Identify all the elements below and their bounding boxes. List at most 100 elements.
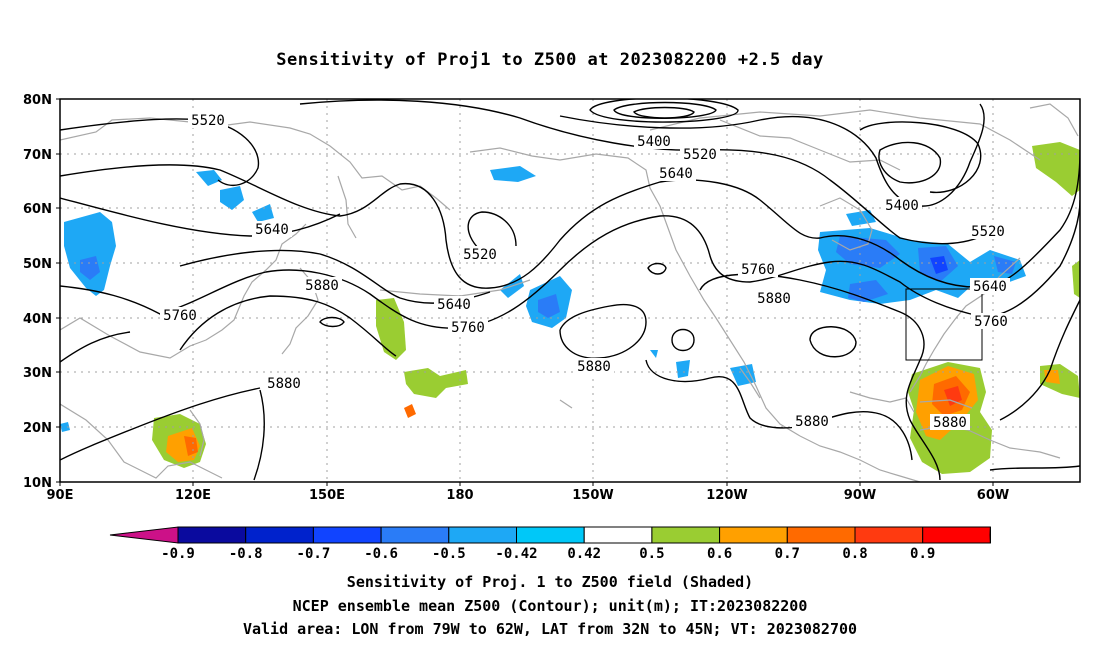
contour-label: 5640 [434,296,474,313]
contour-5400-inner [613,101,717,119]
lon-label: 90W [844,488,876,503]
lon-label: 120E [175,488,211,503]
caption-line-3: Valid area: LON from 79W to 62W, LAT fro… [242,620,858,638]
lon-label: 60W [977,488,1009,503]
shade-na-lake [846,210,876,226]
contour-5760-b [60,331,131,363]
coast-kamchatka [337,175,357,239]
plot-frame [59,98,1081,483]
contour-5880-k [999,299,1080,421]
colorbar-label: 0.7 [775,546,800,562]
lon-label: 150W [572,488,613,503]
colorbar-segment [922,526,991,544]
colorbar-label: -0.8 [229,546,263,562]
lon-label: 150E [309,488,345,503]
svg-text:5880: 5880 [933,415,967,431]
colorbar [109,526,991,544]
colorbar-label: 0.42 [567,546,601,562]
colorbar-label: -0.5 [432,546,466,562]
coast-asia-south [60,403,223,479]
contour-5880-a [179,295,397,357]
svg-text:5640: 5640 [437,297,471,313]
contour-5400-main [559,103,985,207]
colorbar-segment [651,526,721,544]
contour-label: 5880 [754,290,794,307]
contour-5880-g [671,328,695,352]
colorbar-segment [380,526,450,544]
coast-baja [739,367,761,399]
contour-label: 5640 [656,165,696,182]
shade-siberia [490,166,536,182]
contour-label: 5520 [680,146,720,163]
contour-label: 5760 [160,307,200,324]
colorbar-segment [786,526,856,544]
colorbar-label: 0.5 [639,546,664,562]
shade-korea [252,204,274,222]
contour-label: 5760 [448,319,488,336]
contour-label: 5520 [188,112,228,129]
svg-text:5640: 5640 [255,222,289,238]
contour-label: 5520 [968,223,1008,240]
shade-pacific-mid-core [538,294,560,318]
svg-text:5880: 5880 [267,376,301,392]
shade-pacific-green [376,298,406,360]
colorbar-segment [516,526,585,544]
colorbar-label: 0.6 [707,546,732,562]
shade-mongolia [220,186,244,210]
lat-label: 20N [23,421,52,436]
coast-na-north [649,109,1041,161]
svg-text:5880: 5880 [577,359,611,375]
svg-text:5880: 5880 [795,414,829,430]
contour-5880-b [60,387,261,461]
contour-label: 5760 [971,313,1011,330]
contour-5880-h [809,326,857,358]
contour-5400-core [632,106,695,119]
contour-5520-pacific [467,211,517,251]
colorbar-label: 0.8 [842,546,867,562]
contour-label: 5640 [970,278,1010,295]
axis-ticks [56,98,994,486]
colorbar-segment [245,526,314,544]
colorbar-label: -0.42 [495,546,537,562]
contour-5640-b [60,197,341,237]
lat-label: 30N [23,366,52,381]
lat-label: 60N [23,202,52,217]
contour-label: 5400 [634,133,674,150]
shade-pacific-green-2 [404,368,468,398]
shade-india [64,212,116,296]
shade-india-spot [60,422,70,432]
svg-text:5520: 5520 [463,247,497,263]
svg-text:5520: 5520 [971,224,1005,240]
contour-label: 5400 [882,197,922,214]
colorbar-segment [719,526,788,544]
contour-5880-e [319,316,345,328]
coast-cuba [919,399,973,409]
shade-greenland-green [1032,142,1080,196]
longitude-labels: 90E 120E 150E 180 150W 120W 90W 60W [47,488,1010,503]
svg-text:5520: 5520 [683,147,717,163]
contour-label: 5760 [738,261,778,278]
coast-alaska [469,147,801,437]
sensitivity-shading [60,142,1080,474]
contour-5520-main [299,99,991,245]
contour-label: 5880 [264,375,304,392]
contour-5520-north [60,118,260,187]
lat-label: 40N [23,312,52,327]
lat-label: 80N [23,93,52,108]
caption-line-2: NCEP ensemble mean Z500 (Contour); unit(… [292,597,808,615]
colorbar-left-arrow [109,526,179,544]
lon-label: 90E [47,488,74,503]
contour-5880-c [253,389,265,481]
contour-5520-low [878,141,942,184]
shade-wp-red [184,436,198,456]
coast-greenland [1029,103,1079,137]
shade-china-spot [196,170,222,186]
colorbar-segment [312,526,382,544]
colorbar-segment [177,526,247,544]
lat-lon-grid [60,99,1080,482]
colorbar-label: 0.9 [910,546,935,562]
colorbar-labels: -0.9 -0.8 -0.7 -0.6 -0.5 -0.42 0.42 0.5 0.6 0.7 0.… [161,546,935,562]
lon-label: 120W [706,488,747,503]
coast-philippines [189,409,205,457]
coastlines [60,103,1079,482]
